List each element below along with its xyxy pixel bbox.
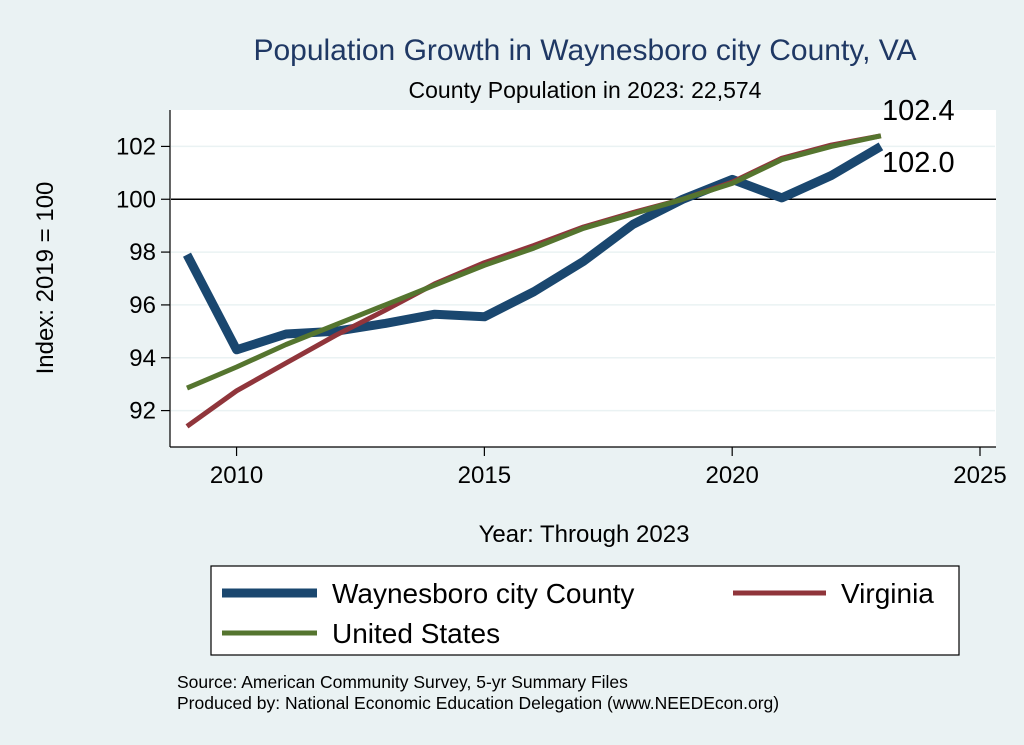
producer-note: Produced by: National Economic Education…	[177, 693, 779, 713]
legend-label-county: Waynesboro city County	[332, 578, 634, 609]
end-label-county: 102.0	[882, 147, 955, 179]
end-label-virginia-us: 102.4	[882, 95, 955, 127]
y-axis-label: Index: 2019 = 100	[32, 182, 59, 375]
plot-area	[170, 110, 996, 447]
x-tick-label-2015: 2015	[458, 462, 511, 489]
x-axis-label: Year: Through 2023	[479, 521, 690, 548]
y-tick-label-100: 100	[116, 186, 156, 213]
legend-box	[210, 565, 960, 656]
chart-title: Population Growth in Waynesboro city Cou…	[253, 34, 916, 67]
chart-subtitle: County Population in 2023: 22,574	[409, 77, 762, 103]
legend-label-united-states: United States	[332, 618, 500, 649]
series-line-united-states	[186, 133, 882, 391]
y-tick-label-98: 98	[129, 239, 156, 266]
source-note: Source: American Community Survey, 5-yr …	[177, 672, 628, 692]
x-axis-ticks: 2010 2015 2020 2025	[210, 447, 1007, 489]
y-tick-label-102: 102	[116, 133, 156, 160]
x-tick-label-2020: 2020	[705, 462, 758, 489]
x-tick-label-2025: 2025	[953, 462, 1006, 489]
series-lines	[183, 133, 884, 429]
series-line-county	[183, 142, 884, 355]
legend-label-virginia: Virginia	[841, 578, 934, 609]
y-tick-label-94: 94	[129, 345, 156, 372]
y-axis-ticks: 92 94 96 98 100 102	[116, 133, 170, 425]
legend: Waynesboro city County Virginia United S…	[210, 565, 960, 656]
y-tick-label-96: 96	[129, 292, 156, 319]
x-tick-label-2010: 2010	[210, 462, 263, 489]
y-tick-label-92: 92	[129, 398, 156, 425]
